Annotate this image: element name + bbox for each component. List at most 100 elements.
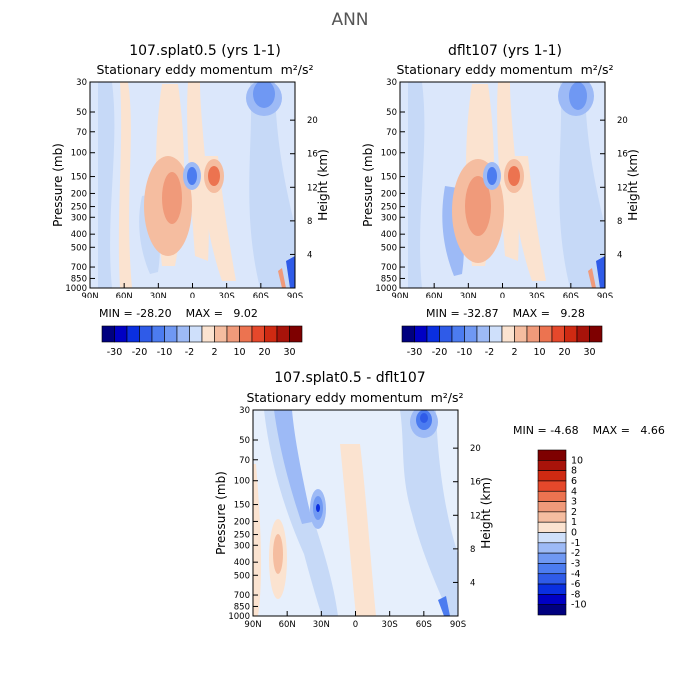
panel-2-max-label: MAX = bbox=[512, 307, 550, 320]
y-tick-label: 200 bbox=[234, 517, 250, 527]
contour-shape bbox=[513, 156, 546, 281]
x-tick-label: 60N bbox=[116, 292, 133, 298]
panel-1-minmax: MIN = -28.20 MAX = 9.02 bbox=[99, 307, 258, 320]
colorbar-swatch bbox=[176, 325, 190, 343]
x-tick-label: 30N bbox=[313, 620, 330, 630]
contour-shape bbox=[408, 82, 425, 288]
contour-shape bbox=[465, 176, 491, 236]
y2-tick-label: 4 bbox=[470, 578, 475, 588]
colorbar-label: -10 bbox=[157, 347, 173, 358]
y-tick-label: 1000 bbox=[228, 612, 250, 622]
y2-tick-label: 12 bbox=[617, 183, 628, 193]
y-tick-label: 400 bbox=[381, 230, 397, 240]
y-tick-label: 400 bbox=[234, 558, 250, 568]
panel-3-plot: 305070100150200250300400500700850100090N… bbox=[214, 406, 493, 630]
y-tick-label: 700 bbox=[71, 263, 87, 273]
y-tick-label: 850 bbox=[234, 602, 250, 612]
colorbar-label: 20 bbox=[258, 347, 270, 358]
colorbar-label: -2 bbox=[485, 347, 494, 358]
y2-tick-label: 20 bbox=[307, 116, 318, 126]
x-tick-label: 60N bbox=[279, 620, 296, 630]
colorbar-swatch bbox=[476, 325, 490, 343]
y2-tick-label: 8 bbox=[617, 217, 622, 227]
panel-1-subtitle: Stationary eddy momentum m²/s² bbox=[60, 62, 350, 77]
y-tick-label: 50 bbox=[76, 108, 87, 118]
colorbar-swatch bbox=[126, 325, 140, 343]
colorbar-swatch bbox=[289, 325, 303, 343]
y-tick-label: 70 bbox=[239, 456, 250, 466]
panel-2-max-value: 9.28 bbox=[560, 307, 585, 320]
panel-2-minmax: MIN = -32.87 MAX = 9.28 bbox=[426, 307, 585, 320]
colorbar-swatch bbox=[537, 480, 567, 492]
colorbar-label: -2 bbox=[185, 347, 194, 358]
colorbar-label: 10 bbox=[571, 455, 583, 466]
y-tick-label: 400 bbox=[71, 230, 87, 240]
colorbar-label: 20 bbox=[558, 347, 570, 358]
y-tick-label: 30 bbox=[239, 406, 250, 416]
y-tick-label: 30 bbox=[386, 78, 397, 88]
contour-shape bbox=[253, 82, 275, 108]
x-tick-label: 90S bbox=[450, 620, 466, 630]
x-tick-label: 30S bbox=[529, 292, 545, 298]
panel-1-min-value: -28.20 bbox=[136, 307, 172, 320]
northern-positive-band bbox=[273, 534, 283, 574]
contour-shape bbox=[588, 268, 596, 288]
panel-3-subtitle: Stationary eddy momentum m²/s² bbox=[210, 390, 500, 405]
colorbar-swatch bbox=[537, 583, 567, 595]
x-tick-label: 0 bbox=[190, 292, 195, 298]
y-tick-label: 700 bbox=[234, 591, 250, 601]
colorbar-swatch bbox=[214, 325, 228, 343]
y2-tick-label: 12 bbox=[307, 183, 318, 193]
colorbar-swatch bbox=[539, 325, 553, 343]
y-tick-label: 150 bbox=[71, 173, 87, 183]
contour-shape bbox=[420, 413, 428, 423]
colorbar-label: 8 bbox=[571, 466, 577, 477]
colorbar-label: 4 bbox=[571, 486, 577, 497]
colorbar-swatch bbox=[537, 594, 567, 605]
y-axis-title: Pressure (mb) bbox=[51, 143, 65, 227]
y-tick-label: 500 bbox=[381, 243, 397, 253]
panel-3-min-label: MIN = bbox=[513, 424, 547, 437]
colorbar-swatch bbox=[401, 325, 415, 343]
contour-shape bbox=[162, 172, 182, 224]
colorbar-swatch bbox=[564, 325, 578, 343]
colorbar-label: 6 bbox=[571, 476, 577, 487]
x-tick-label: 60S bbox=[563, 292, 579, 298]
colorbar-swatch bbox=[426, 325, 440, 343]
x-tick-label: 30N bbox=[150, 292, 167, 298]
y-tick-label: 300 bbox=[381, 213, 397, 223]
colorbar-label: 30 bbox=[283, 347, 295, 358]
colorbar-label: -4 bbox=[571, 569, 580, 580]
colorbar-label: 2 bbox=[211, 347, 217, 358]
y2-tick-label: 4 bbox=[307, 250, 312, 260]
y2-tick-label: 8 bbox=[470, 545, 475, 555]
colorbar-swatch bbox=[201, 325, 215, 343]
colorbar-label: -3 bbox=[571, 558, 580, 569]
y2-tick-label: 16 bbox=[470, 478, 481, 488]
y-axis-title: Pressure (mb) bbox=[361, 143, 375, 227]
panel-1-title: 107.splat0.5 (yrs 1-1) bbox=[129, 43, 281, 59]
colorbar-label: -1 bbox=[571, 538, 580, 549]
colorbar-label: -30 bbox=[407, 347, 423, 358]
panel-1-axes: 305070100150200250300400500700850100090N… bbox=[51, 78, 330, 298]
colorbar-label: 1 bbox=[571, 517, 577, 528]
y-tick-label: 200 bbox=[381, 189, 397, 199]
y-tick-label: 100 bbox=[381, 149, 397, 159]
y-tick-label: 200 bbox=[71, 189, 87, 199]
y-tick-label: 850 bbox=[71, 274, 87, 284]
colorbar-swatch bbox=[537, 490, 567, 502]
y2-tick-label: 20 bbox=[470, 444, 481, 454]
tropical-negative-core bbox=[187, 167, 197, 185]
panel-1-max-label: MAX = bbox=[185, 307, 223, 320]
contour-shape bbox=[249, 82, 295, 288]
y-tick-label: 700 bbox=[381, 263, 397, 273]
contour-shape bbox=[286, 256, 295, 288]
y-tick-label: 70 bbox=[76, 128, 87, 138]
colorbar-swatch bbox=[537, 542, 567, 554]
x-tick-label: 0 bbox=[353, 620, 358, 630]
colorbar-swatch bbox=[151, 325, 165, 343]
y-tick-label: 500 bbox=[71, 243, 87, 253]
colorbar-swatch bbox=[537, 552, 567, 564]
x-tick-label: 30N bbox=[460, 292, 477, 298]
